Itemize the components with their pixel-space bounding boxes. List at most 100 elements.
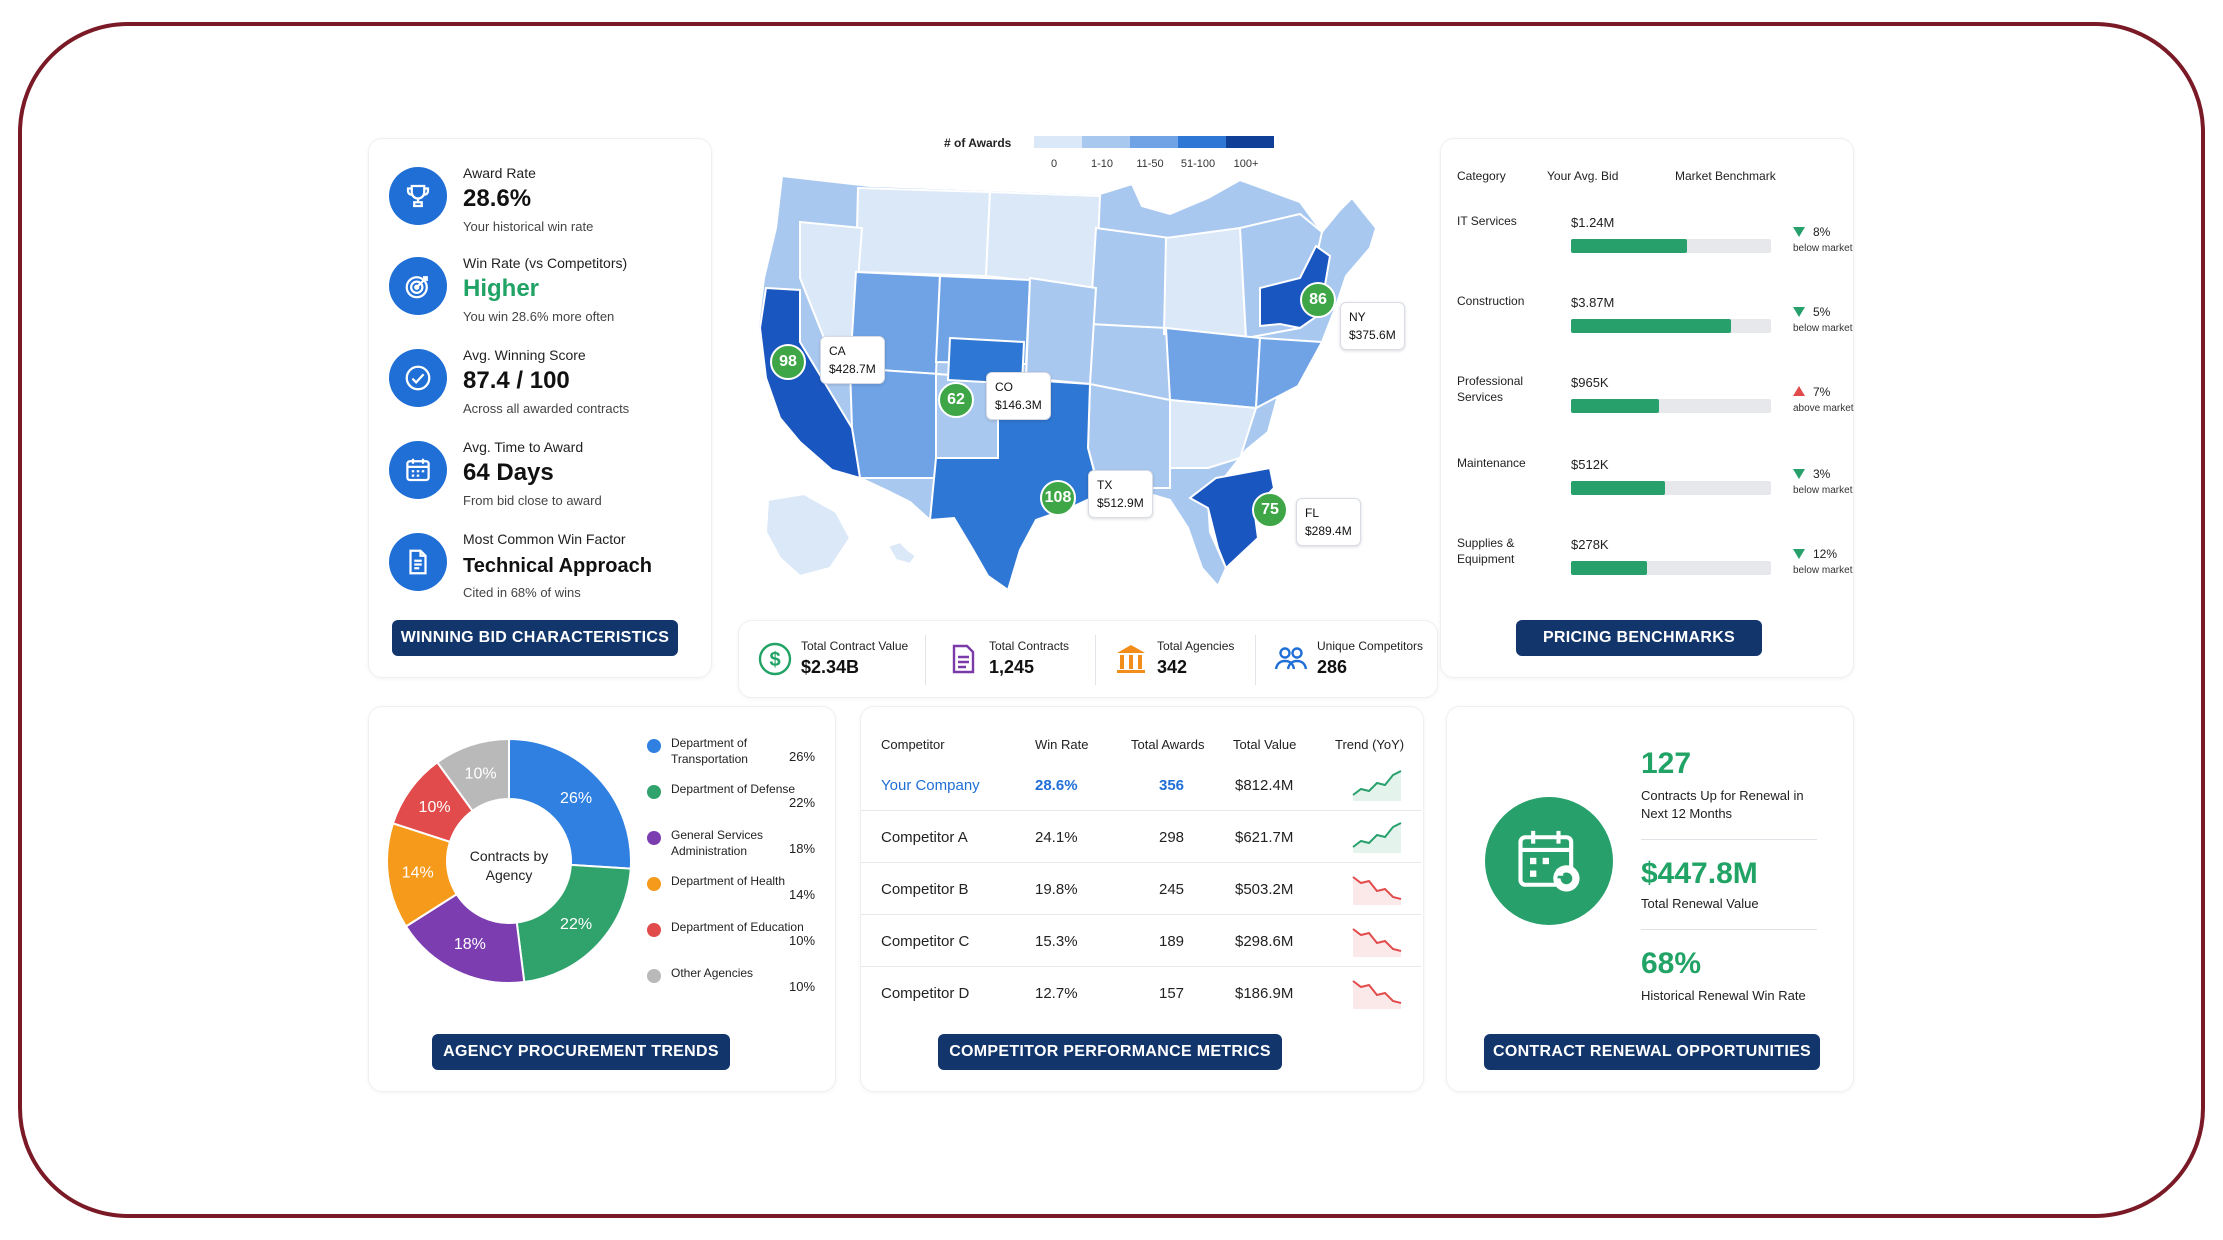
down-arrow-icon (1793, 469, 1805, 479)
total-contracts-value: 1,245 (989, 657, 1035, 677)
competitor-performance-metrics-button[interactable]: COMPETITOR PERFORMANCE METRICS (938, 1034, 1282, 1070)
renewal-calendar-icon (1485, 797, 1613, 925)
up-arrow-icon (1793, 386, 1805, 396)
competitor-win-rate: 15.3% (1035, 933, 1078, 950)
pricing-bar-track (1571, 399, 1771, 413)
competitor-win-rate: 19.8% (1035, 881, 1078, 898)
bank-icon (1117, 645, 1145, 673)
pricing-delta: 3% (1793, 467, 1830, 481)
donut-slice[interactable] (508, 737, 632, 870)
legend-percent: 10% (789, 933, 816, 948)
competitor-awards: 298 (1159, 829, 1185, 846)
table-row[interactable]: Your Company 28.6% 356 $812.4M (861, 759, 1421, 811)
legend-swatch (1034, 136, 1082, 148)
contracts-up-label: Contracts Up for Renewal in Next 12 Mont… (1641, 788, 1804, 821)
competitor-win-rate: 24.1% (1035, 829, 1078, 846)
ca-value: $428.7M (829, 362, 876, 376)
map-legend (1034, 136, 1274, 148)
donut-slice-label: 22% (560, 916, 592, 933)
down-arrow-icon (1793, 549, 1805, 559)
pricing-header-bid: Your Avg. Bid (1547, 169, 1619, 183)
win-factor-metric: Most Common Win Factor Technical Approac… (389, 529, 709, 613)
table-header-awards: Total Awards (1131, 737, 1205, 752)
tx-callout: TX $512.9M (1088, 470, 1153, 518)
co-state-label: CO (995, 380, 1013, 394)
competitor-value: $812.4M (1235, 777, 1294, 794)
pricing-bid: $512K (1571, 457, 1609, 472)
sparkline-area (1353, 823, 1401, 853)
pricing-bar-track (1571, 319, 1771, 333)
winning-bid-card: Award Rate 28.6% Your historical win rat… (368, 138, 712, 678)
legend-dot (647, 739, 661, 753)
legend-name: General Services Administration (671, 828, 764, 858)
ny-awards-bubble[interactable]: 86 (1300, 282, 1336, 318)
tx-awards-bubble[interactable]: 108 (1040, 480, 1076, 516)
tx-value: $512.9M (1097, 496, 1144, 510)
pricing-bar-fill (1571, 481, 1665, 495)
table-row[interactable]: Competitor A 24.1% 298 $621.7M (861, 811, 1421, 863)
pricing-row: Supplies & Equipment $278K 12% below mar… (1457, 535, 1857, 605)
agency-donut-chart: 26% 22% 18% 14% 10% 10% (386, 737, 632, 984)
pricing-note: above market (1793, 403, 1854, 414)
legend-name: Department of Education (671, 920, 804, 934)
legend-label-1: 1-10 (1090, 158, 1114, 170)
donut-slice[interactable] (515, 863, 632, 984)
total-contract-value-label: Total Contract Value (801, 639, 909, 653)
total-contracts-label: Total Contracts (989, 639, 1070, 653)
table-row[interactable]: Competitor B 19.8% 245 $503.2M (861, 863, 1421, 915)
fl-awards-bubble[interactable]: 75 (1252, 492, 1288, 528)
pricing-benchmarks-button[interactable]: PRICING BENCHMARKS (1516, 620, 1762, 656)
table-row[interactable]: Competitor C 15.3% 189 $298.6M (861, 915, 1421, 967)
map-legend-title: # of Awards (944, 136, 1012, 150)
legend-dot (647, 831, 661, 845)
legend-percent: 26% (789, 749, 816, 764)
pricing-category: Maintenance (1457, 456, 1526, 470)
unique-competitors: Unique Competitors 286 (1273, 631, 1433, 691)
win-rate-value: Higher (463, 275, 540, 302)
ca-awards-bubble[interactable]: 98 (770, 344, 806, 380)
legend-label-0: 0 (1050, 158, 1058, 170)
agency-procurement-trends-button[interactable]: AGENCY PROCUREMENT TRENDS (432, 1034, 730, 1070)
sparkline-line (1352, 928, 1402, 952)
co-awards-bubble[interactable]: 62 (938, 382, 974, 418)
renewal-card: 127 Contracts Up for Renewal in Next 12 … (1446, 706, 1854, 1092)
legend-dot (647, 969, 661, 983)
agency-procurement-card: 26% 22% 18% 14% 10% 10% Contracts by Agency D… (368, 706, 836, 1092)
renewal-divider (1641, 929, 1817, 930)
table-header-value: Total Value (1233, 737, 1297, 752)
unique-competitors-value: 286 (1317, 657, 1348, 677)
contract-renewal-opportunities-button[interactable]: CONTRACT RENEWAL OPPORTUNITIES (1484, 1034, 1820, 1070)
competitor-value: $503.2M (1235, 881, 1294, 898)
pricing-benchmarks-card: Category Your Avg. Bid Market Benchmark … (1440, 138, 1854, 678)
fl-state-label: FL (1305, 506, 1320, 520)
agency-legend-item: General Services Administration (647, 827, 847, 867)
winning-bid-characteristics-button[interactable]: WINNING BID CHARACTERISTICS (392, 620, 678, 656)
legend-name: Department of Defense (671, 782, 796, 796)
legend-swatch (1226, 136, 1274, 148)
time-to-award-sub: From bid close to award (463, 493, 602, 508)
contracts-up-value: 127 (1641, 747, 1692, 780)
ny-value: $375.6M (1349, 328, 1396, 342)
competitor-name: Competitor B (881, 881, 969, 898)
pricing-bar-fill (1571, 239, 1687, 253)
donut-slice[interactable] (435, 737, 510, 813)
pricing-category: Supplies & Equipment (1457, 536, 1515, 566)
donut-slice-label: 10% (465, 766, 497, 783)
pricing-note: below market (1793, 485, 1853, 496)
win-factor-sub: Cited in 68% of wins (463, 585, 581, 600)
winning-score-label: Avg. Winning Score (463, 347, 586, 363)
competitor-name: Competitor C (881, 933, 970, 950)
ny-callout: NY $375.6M (1340, 302, 1405, 350)
trophy-icon (389, 167, 447, 225)
renewal-value-label: Total Renewal Value (1641, 896, 1759, 911)
award-rate-label: Award Rate (463, 165, 536, 181)
fl-callout: FL $289.4M (1296, 498, 1361, 546)
contract-icon (952, 644, 975, 674)
pricing-row: IT Services $1.24M 8% below market (1457, 213, 1857, 283)
pricing-row: Maintenance $512K 3% below market (1457, 455, 1857, 525)
table-row[interactable]: Competitor D 12.7% 157 $186.9M (861, 967, 1421, 1019)
people-icon (1274, 647, 1308, 670)
trend-down-sparkline (1352, 928, 1402, 957)
award-rate-metric: Award Rate 28.6% Your historical win rat… (389, 163, 709, 247)
ca-callout: CA $428.7M (820, 336, 885, 384)
